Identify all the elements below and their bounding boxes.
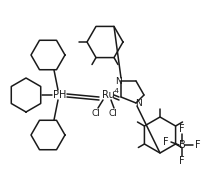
Text: F: F [179, 124, 185, 134]
Text: N: N [115, 77, 121, 85]
Text: Ru: Ru [102, 90, 114, 100]
Text: Cl: Cl [92, 108, 100, 117]
Text: F: F [195, 140, 201, 150]
Text: -4: -4 [113, 88, 119, 94]
Text: N: N [136, 100, 142, 108]
Text: F: F [163, 137, 169, 147]
Text: F: F [179, 156, 185, 166]
Text: PH: PH [53, 90, 67, 100]
Text: B: B [179, 140, 185, 150]
Text: Cl: Cl [109, 108, 117, 117]
